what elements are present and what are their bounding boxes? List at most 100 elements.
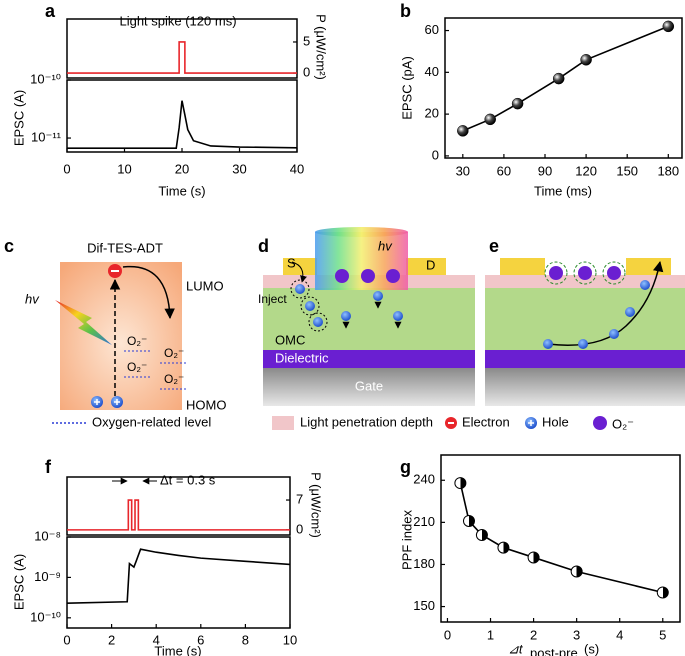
x-tick-label: 1 — [487, 627, 494, 642]
x-tick-label: 3 — [573, 627, 580, 642]
y-axis-label: PPF index — [399, 510, 414, 570]
light-beam-top — [315, 227, 408, 237]
data-line — [67, 100, 298, 149]
data-point — [497, 541, 510, 554]
x-tick-label: 40 — [290, 161, 304, 176]
x-tick-label: 0 — [63, 632, 70, 647]
gate — [485, 368, 685, 406]
holes — [543, 280, 650, 349]
y-tick-label: 10⁻⁹ — [34, 569, 61, 584]
panel-label: d — [258, 236, 269, 256]
y-tick-label: 240 — [413, 472, 435, 487]
data-point — [527, 551, 540, 564]
dielectric-text: Dielectric — [275, 350, 329, 365]
legend: Light penetration depth Electron Hole O₂… — [272, 414, 634, 431]
x-tick-label: 30 — [456, 163, 470, 178]
x-tick-label: 10 — [117, 161, 131, 176]
y-tick-label: 10⁻¹⁰ — [30, 71, 61, 86]
homo: HOMO — [186, 397, 226, 412]
x-tick-label: 120 — [575, 163, 597, 178]
gate-text: Gate — [355, 378, 383, 393]
legend-text: Hole — [542, 414, 569, 429]
holes — [91, 396, 123, 408]
inject-text: Inject — [258, 292, 287, 306]
plot-frame — [66, 79, 298, 153]
plot-frame — [444, 17, 683, 159]
y-tick-label: 180 — [413, 556, 435, 571]
x-axis-label: ⊿t — [508, 641, 524, 656]
data-point — [511, 97, 524, 110]
x-tick-label: 30 — [232, 161, 246, 176]
data-line — [67, 41, 297, 74]
x-tick-label: 90 — [538, 163, 552, 178]
y-tick-label: 20 — [425, 106, 439, 121]
legend-text: Electron — [462, 414, 510, 429]
x-tick-label: 8 — [242, 632, 249, 647]
dielectric — [485, 350, 685, 368]
panel-e: e — [485, 236, 685, 406]
x-tick-label: 0 — [63, 161, 70, 176]
panel-label: f — [45, 457, 52, 477]
y-axis-label: EPSC (pA) — [399, 56, 414, 120]
y-tick-label: 10⁻⁸ — [34, 528, 61, 543]
light: hv — [378, 238, 393, 253]
data-point — [656, 586, 669, 599]
panel-label: e — [489, 236, 499, 256]
x-tick-label: 180 — [657, 163, 679, 178]
x-tick-label: 10 — [283, 632, 297, 647]
legend-text: Light penetration depth — [300, 414, 433, 429]
x-axis-label: Time (ms) — [534, 183, 592, 198]
plot-frame — [66, 18, 298, 79]
x-tick-label: 0 — [444, 627, 451, 642]
y-axis-label: EPSC (A) — [11, 554, 26, 610]
x-tick-label: 4 — [153, 632, 160, 647]
drain-text: D — [426, 257, 435, 272]
band-box — [60, 262, 182, 410]
x-tick-label: 2 — [530, 627, 537, 642]
y-tick-label: 210 — [413, 514, 435, 529]
penetration-layer — [485, 275, 685, 288]
channel — [263, 288, 475, 350]
x-tick-label: 4 — [616, 627, 623, 642]
y2-axis-label: P (μW/cm²) — [314, 14, 329, 80]
data-point — [462, 514, 475, 527]
y2-tick-label: 0 — [303, 64, 310, 79]
drain — [406, 258, 446, 275]
plot-frame — [66, 536, 291, 629]
oxygen-ions — [544, 261, 626, 285]
drain — [626, 258, 671, 275]
oxygen: O₂⁻ — [164, 346, 184, 360]
annotation: Light spike (120 ms) — [119, 13, 236, 28]
data-line — [66, 548, 291, 605]
x-tick-label: 150 — [616, 163, 638, 178]
annotation: Δt = 0.3 s — [160, 472, 216, 487]
x-axis-label-unit: (s) — [584, 641, 599, 656]
x-axis-label: Time (s) — [158, 183, 205, 198]
panel-c: c Dif-TES-ADT hv LUMO HOMO O₂⁻ O₂⁻ O₂⁻ O… — [4, 236, 226, 430]
lumo: LUMO — [186, 278, 224, 293]
oxygen: O₂⁻ — [164, 372, 184, 386]
panel-label: b — [400, 1, 411, 21]
x-tick-label: 20 — [175, 161, 189, 176]
plot-frame — [440, 454, 681, 623]
x-axis-label-sub: post-pre — [530, 645, 578, 656]
legend-text: O₂⁻ — [612, 416, 634, 431]
x-tick-label: 60 — [497, 163, 511, 178]
data-point — [552, 72, 565, 85]
data-point — [662, 20, 675, 33]
light: hv — [25, 291, 40, 306]
x-tick-label: 5 — [659, 627, 666, 642]
y-axis-label: EPSC (A) — [11, 90, 26, 146]
data-point — [570, 565, 583, 578]
y2-axis-label: P (μW/cm²) — [309, 472, 324, 538]
channel-text: OMC — [275, 332, 305, 347]
panel-label: a — [45, 1, 56, 21]
oxygen: O₂⁻ — [127, 360, 147, 374]
data-line — [67, 499, 290, 531]
legend-text: Oxygen-related level — [92, 414, 211, 429]
x-axis-label: Time (s) — [154, 643, 201, 656]
y-tick-label: 10⁻¹¹ — [31, 129, 62, 144]
trap-arrow — [122, 265, 175, 320]
panel-label: g — [400, 457, 411, 477]
